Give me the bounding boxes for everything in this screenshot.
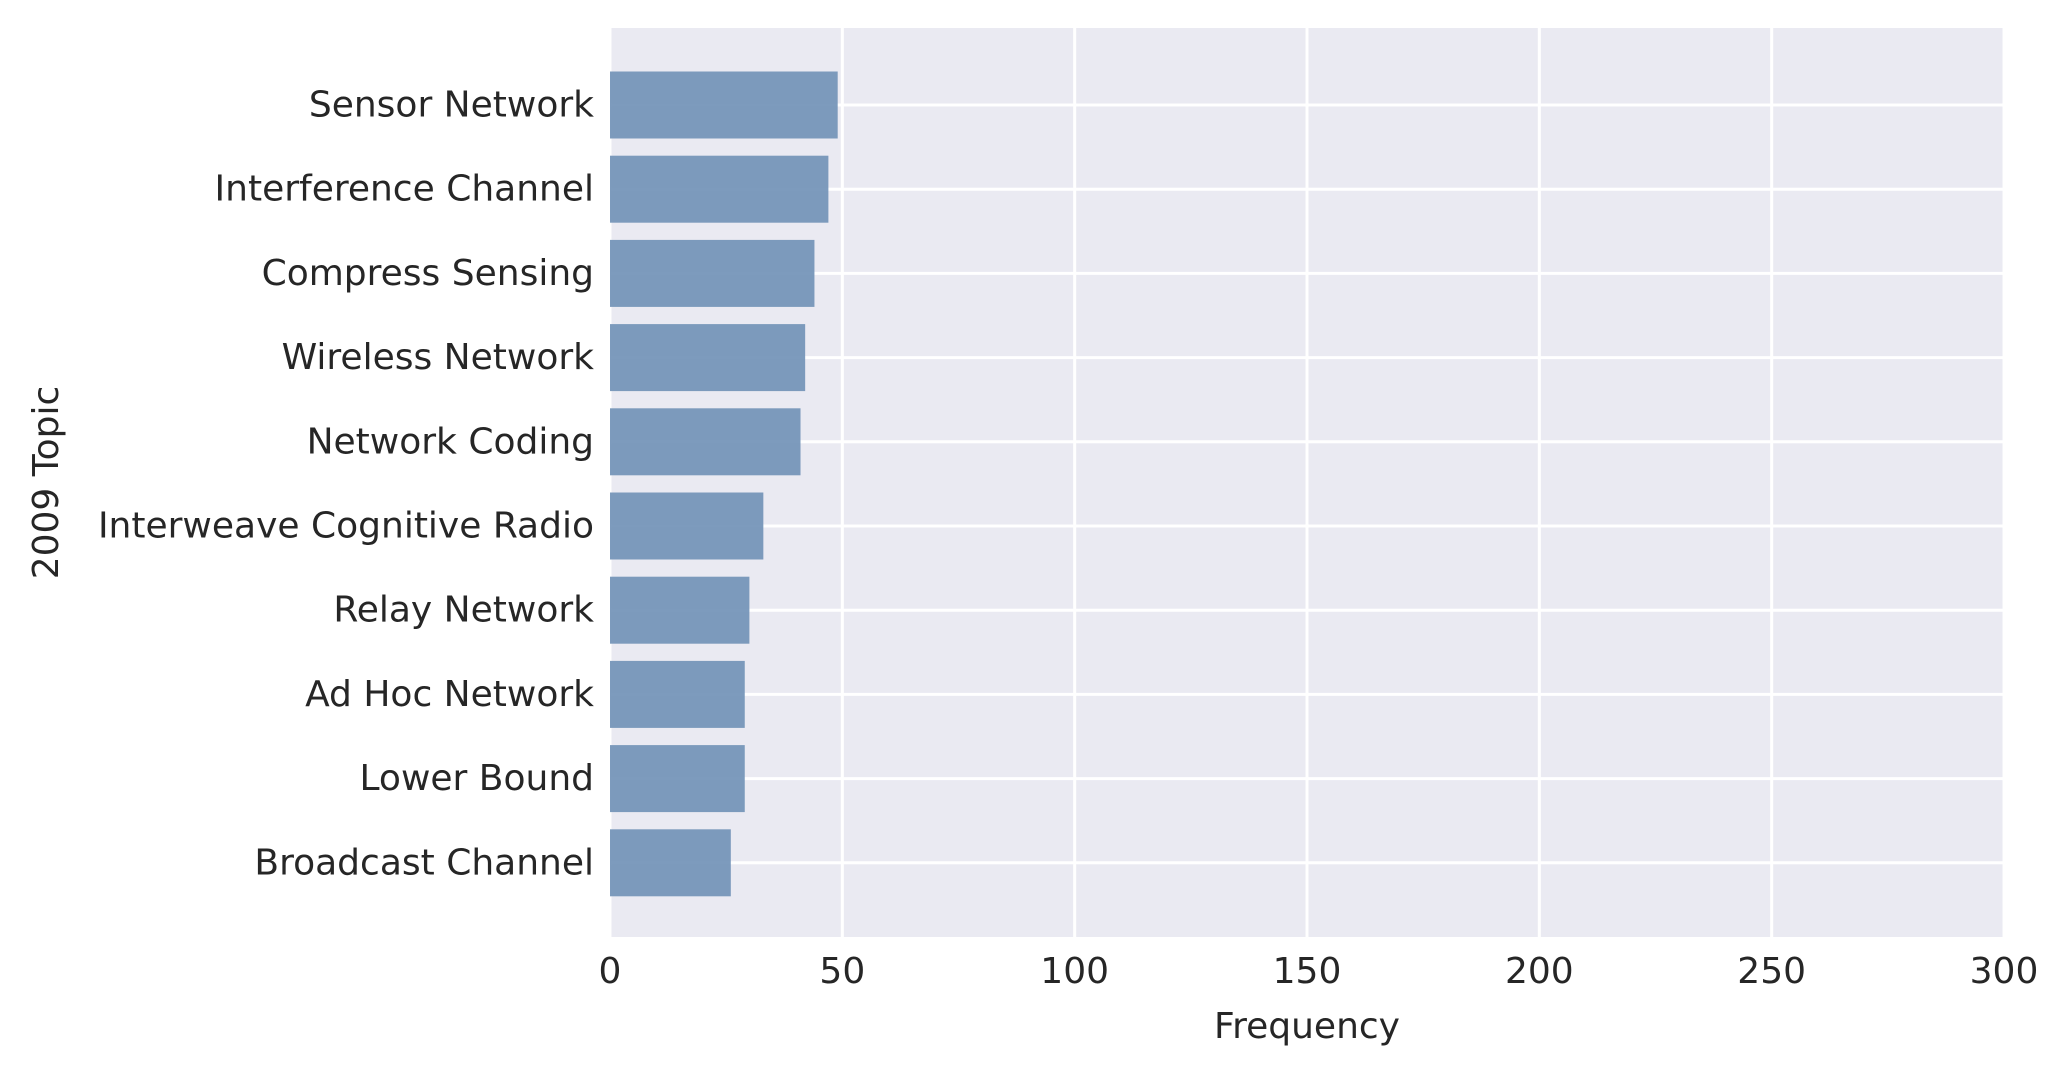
bar — [610, 745, 745, 813]
x-tick-label: 300 — [1970, 951, 2039, 992]
y-tick-label: Lower Bound — [360, 758, 595, 799]
grid-lines — [608, 28, 2006, 937]
x-tick-label: 50 — [819, 951, 865, 992]
bar — [610, 239, 815, 307]
y-tick-label: Ad Hoc Network — [305, 674, 594, 715]
y-tick-label: Wireless Network — [282, 337, 595, 378]
y-tick-label: Sensor Network — [309, 85, 594, 126]
bar — [610, 408, 801, 476]
y-tick-label: Compress Sensing — [262, 253, 594, 294]
x-tick-label: 250 — [1737, 951, 1806, 992]
bar — [610, 71, 838, 139]
x-tick-label: 150 — [1273, 951, 1342, 992]
y-tick-label: Relay Network — [333, 590, 594, 631]
bar — [610, 155, 829, 223]
bar — [610, 576, 750, 644]
y-tick-labels: Sensor Network Interference Channel Compre… — [98, 85, 594, 884]
y-tick-label: Network Coding — [307, 421, 594, 462]
x-tick-label: 100 — [1040, 951, 1109, 992]
bar — [610, 829, 731, 897]
y-tick-label: Interweave Cognitive Radio — [98, 506, 594, 547]
bar — [610, 660, 745, 728]
y-tick-label: Interference Channel — [215, 169, 594, 210]
x-axis-title: Frequency — [1214, 1006, 1400, 1047]
y-axis-title: 2009 Topic — [26, 386, 67, 580]
x-tick-label: 0 — [599, 951, 622, 992]
bar — [610, 324, 806, 392]
bars — [610, 71, 838, 897]
bar — [610, 492, 764, 560]
x-tick-label: 200 — [1505, 951, 1574, 992]
y-tick-label: Broadcast Channel — [254, 842, 594, 883]
x-tick-labels: 0 50 100 150 200 250 300 — [599, 951, 2039, 992]
